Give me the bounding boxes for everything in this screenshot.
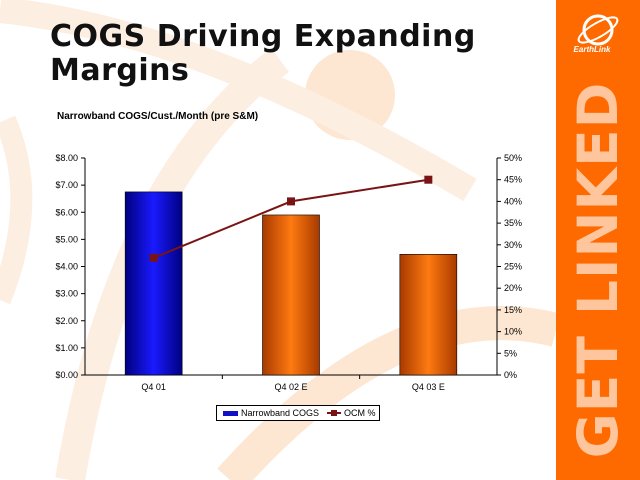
right-axis-tick-label: 25% — [504, 262, 522, 272]
x-axis-tick-label: Q4 01 — [141, 382, 166, 392]
right-axis-tick-label: 0% — [504, 370, 517, 380]
ocm-point — [424, 175, 433, 184]
right-axis-tick-label: 20% — [504, 283, 522, 293]
right-axis-tick-label: 30% — [504, 240, 522, 250]
ocm-point — [287, 197, 295, 206]
right-axis-tick-label: 5% — [504, 348, 517, 358]
left-axis-tick-label: $3.00 — [55, 289, 78, 299]
left-axis-tick-label: $4.00 — [55, 262, 78, 272]
chart-subtitle: Narrowband COGS/Cust./Month (pre S&M) — [57, 111, 259, 122]
right-axis-tick-label: 10% — [504, 327, 522, 337]
slide-title-line-1: COGS Driving Expanding — [50, 19, 476, 54]
left-axis-tick-label: $8.00 — [55, 153, 78, 163]
bar-narrowband-cogs — [262, 214, 320, 376]
ocm-point — [149, 253, 158, 262]
left-axis-tick-label: $0.00 — [55, 370, 78, 380]
bar-narrowband-cogs — [399, 253, 458, 376]
left-axis-tick-label: $1.00 — [55, 343, 78, 353]
slide-title-line-2: Margins — [50, 53, 190, 88]
x-axis-tick-label: Q4 03 E — [412, 382, 445, 392]
left-axis-tick-label: $2.00 — [55, 316, 78, 326]
logo-text: EarthLink — [573, 45, 611, 54]
x-axis-tick-label: Q4 02 E — [274, 382, 307, 392]
legend-swatch-cogs — [223, 410, 238, 416]
right-axis-tick-label: 35% — [504, 218, 522, 228]
tagline-get-linked: GET LINKED — [566, 81, 630, 459]
right-axis-tick-label: 15% — [504, 305, 522, 315]
right-axis-tick-label: 45% — [504, 175, 522, 185]
right-axis-tick-label: 50% — [504, 153, 522, 163]
legend-label-cogs: Narrowband COGS — [241, 408, 320, 418]
left-axis-tick-label: $6.00 — [55, 207, 78, 217]
bar-narrowband-cogs — [124, 191, 183, 376]
right-axis-tick-label: 40% — [504, 196, 522, 206]
brand-sidebar: EarthLink GET LINKED — [556, 0, 640, 480]
chart-legend: Narrowband COGS OCM % — [216, 405, 380, 421]
legend-swatch-ocm — [327, 410, 342, 416]
left-axis-tick-label: $7.00 — [55, 180, 78, 190]
legend-label-ocm: OCM % — [344, 408, 376, 418]
earthlink-logo-icon — [577, 14, 619, 46]
slide-title: COGS Driving Expanding Margins — [50, 20, 476, 88]
left-axis-tick-label: $5.00 — [55, 234, 78, 244]
